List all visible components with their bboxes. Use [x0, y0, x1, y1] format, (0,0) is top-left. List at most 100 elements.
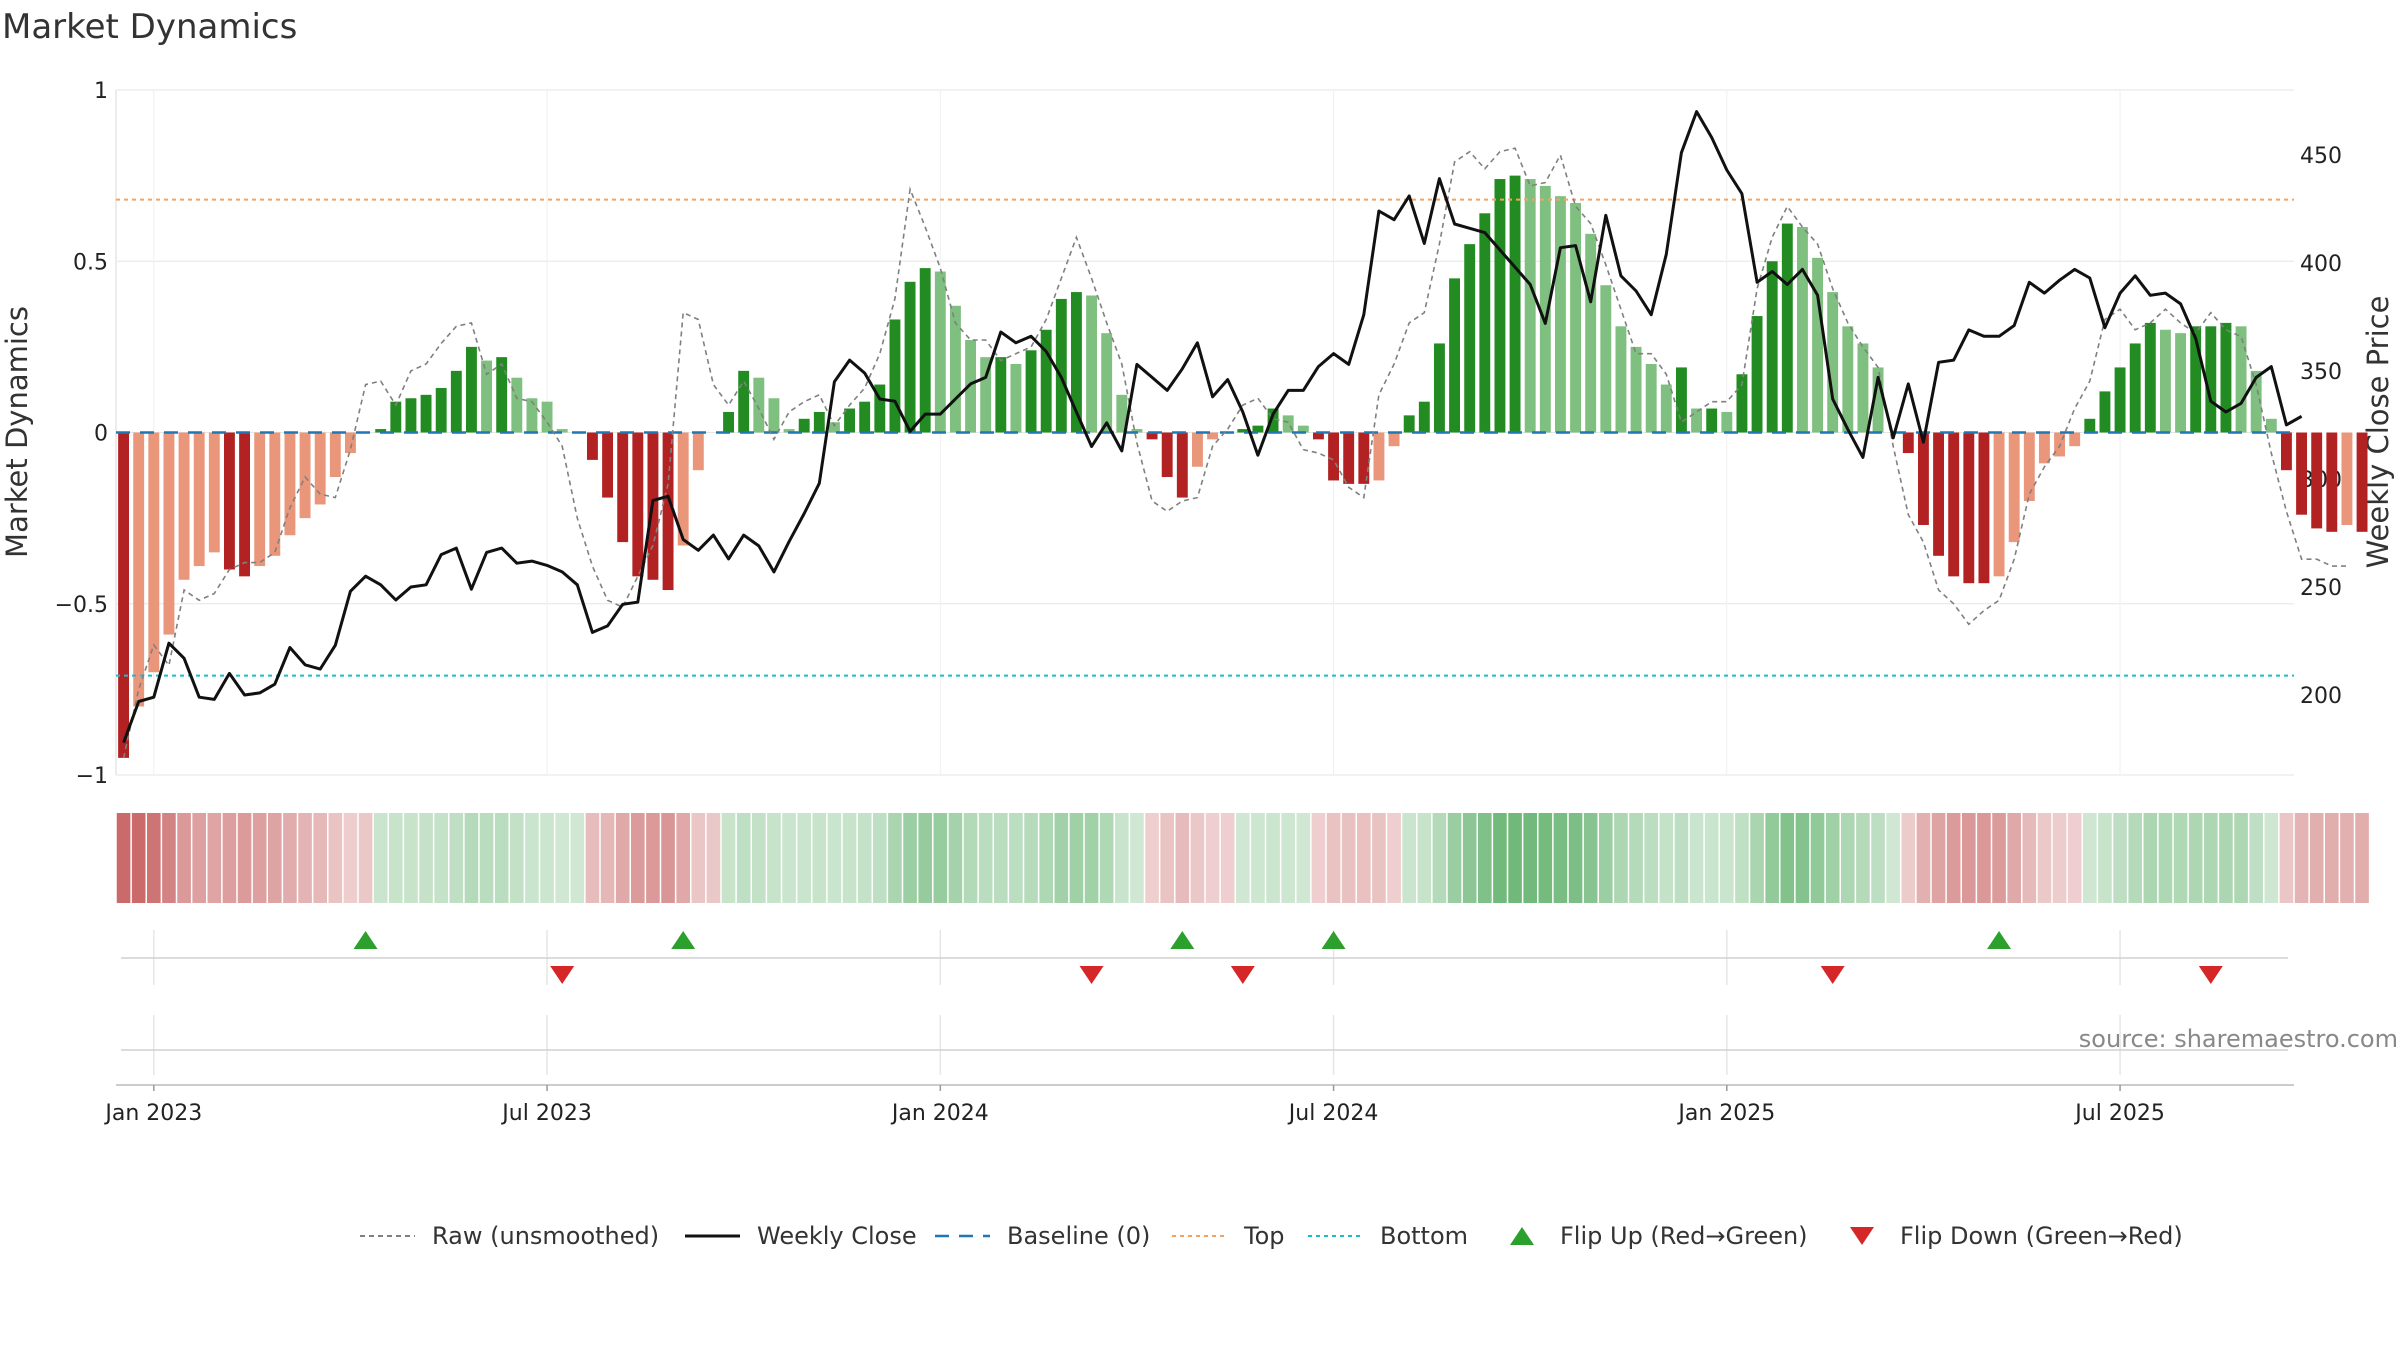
heat-cell [767, 813, 781, 903]
heat-cell [147, 813, 161, 903]
heat-cell [252, 813, 267, 903]
heat-cell [933, 813, 948, 903]
dynamics-bar [1978, 432, 1990, 584]
dynamics-bar [481, 360, 493, 433]
heat-cell [2279, 813, 2294, 903]
flip-up-marker [353, 931, 378, 949]
dynamics-bar [1736, 374, 1748, 433]
legend-label-close: Weekly Close [757, 1222, 917, 1250]
heat-cell [1614, 813, 1628, 903]
dynamics-bar [299, 432, 311, 519]
dynamics-bar [239, 432, 251, 577]
right-tick-label: 250 [2300, 576, 2342, 601]
heat-cell [2052, 813, 2067, 903]
heat-cell [525, 813, 539, 903]
heat-cell [812, 813, 827, 903]
dynamics-bar [1645, 364, 1657, 433]
heat-cell [1296, 813, 1311, 903]
dynamics-bars [118, 175, 2368, 758]
heat-cell [1599, 813, 1613, 903]
dynamics-bar [602, 432, 614, 498]
left-tick-label: 0 [94, 422, 108, 447]
heat-cell [449, 813, 464, 903]
heat-cell [706, 813, 721, 903]
dynamics-bar [1055, 298, 1067, 433]
source-label: source: sharemaestro.com [2079, 1025, 2398, 1053]
heat-cell [676, 813, 690, 903]
heat-cell [1084, 813, 1099, 903]
heat-cell [661, 813, 675, 903]
dynamics-bar [1161, 432, 1173, 478]
heat-cell [1886, 813, 1900, 903]
dynamics-bar [1857, 343, 1869, 433]
x-tick-label: Jul 2025 [2073, 1101, 2165, 1126]
dynamics-bar [1993, 432, 2005, 577]
heat-cell [1493, 813, 1507, 903]
heat-cell [1054, 813, 1069, 903]
dynamics-bar [2235, 326, 2247, 433]
heat-cell [1750, 813, 1764, 903]
x-tick-label: Jul 2023 [500, 1101, 592, 1126]
dynamics-bar [1176, 432, 1188, 498]
dynamics-bar [1524, 179, 1536, 433]
dynamics-bar [1297, 425, 1309, 433]
dynamics-bar [632, 432, 644, 577]
heat-cell [404, 813, 418, 903]
dynamics-bar [949, 305, 961, 433]
heat-cell [1825, 813, 1840, 903]
dynamics-bar [2205, 326, 2217, 433]
dynamics-bar [586, 432, 598, 460]
dynamics-bar [1554, 196, 1566, 433]
dynamics-bar [2038, 432, 2050, 464]
dynamics-bar [1010, 364, 1022, 433]
legend-label-raw: Raw (unsmoothed) [432, 1222, 659, 1250]
heat-cell [691, 813, 706, 903]
dynamics-bar [980, 357, 992, 433]
dynamics-bar [889, 319, 901, 433]
heat-cell [1689, 813, 1704, 903]
flip-up-marker [1321, 931, 1346, 949]
dynamics-bar [465, 346, 477, 433]
left-axis-title: Market Dynamics [0, 306, 34, 558]
heat-cell [1538, 813, 1553, 903]
dynamics-bar [753, 377, 765, 433]
heat-cell [2113, 813, 2127, 903]
heat-cell [721, 813, 736, 903]
dynamics-bar [1403, 415, 1415, 433]
dynamics-bar [844, 408, 856, 433]
heat-cell [1099, 813, 1114, 903]
dynamics-bar [1101, 333, 1113, 433]
dynamics-bar [617, 432, 629, 543]
heat-cell [1251, 813, 1265, 903]
dynamics-bar [148, 432, 160, 673]
flip-down-marker [1079, 966, 1104, 984]
x-tick-label: Jul 2024 [1287, 1101, 1379, 1126]
dynamics-bar [2341, 432, 2353, 525]
legend-label-bottom: Bottom [1380, 1222, 1468, 1250]
chart-title: Market Dynamics [2, 7, 297, 47]
heat-cell [1871, 813, 1885, 903]
heat-cell [1962, 813, 1976, 903]
dynamics-bar [1615, 326, 1627, 433]
heat-cell [479, 813, 494, 903]
heat-cell [2340, 813, 2354, 903]
heat-cell [434, 813, 448, 903]
dynamics-bar [1267, 408, 1279, 433]
dynamics-bar [193, 432, 205, 567]
dynamics-bar [1691, 408, 1703, 433]
heat-cell [873, 813, 887, 903]
left-tick-label: −1 [76, 764, 108, 789]
heat-cell [631, 813, 645, 903]
dynamics-bar [1449, 278, 1461, 433]
heat-cell [131, 813, 146, 903]
heat-cell [237, 813, 252, 903]
heat-cell [510, 813, 524, 903]
heat-cell [1946, 813, 1961, 903]
heat-cell [1402, 813, 1416, 903]
heat-cell [1447, 813, 1462, 903]
heat-cell [1236, 813, 1250, 903]
dynamics-bar [254, 432, 266, 567]
heat-cell [1039, 813, 1053, 903]
heat-cell [1992, 813, 2006, 903]
